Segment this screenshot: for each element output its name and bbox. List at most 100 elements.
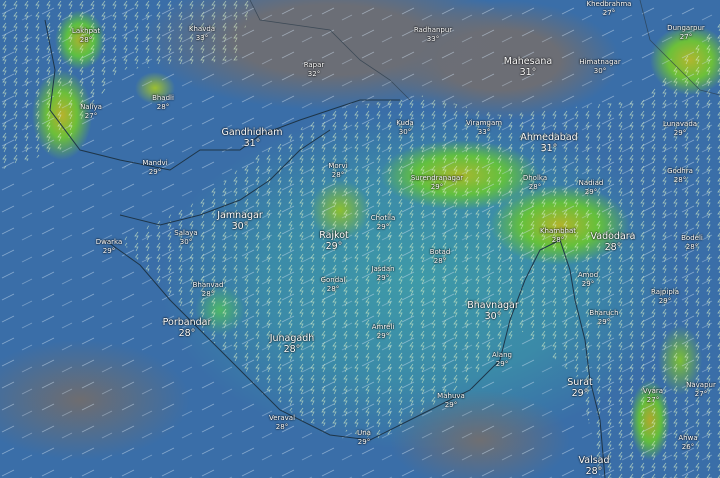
city-name: Bhanvad <box>192 281 224 289</box>
city-label[interactable]: Veraval 28° <box>269 414 295 432</box>
city-temperature: 27° <box>679 33 693 41</box>
city-temperature: 28° <box>79 36 93 44</box>
city-temperature: 29° <box>581 280 595 288</box>
city-temperature: 29° <box>325 241 343 252</box>
city-label[interactable]: Naliya 27° <box>80 103 102 121</box>
city-label[interactable]: Ahwa 26° <box>678 434 697 452</box>
city-temperature: 33° <box>195 34 209 42</box>
city-temperature: 28° <box>331 171 345 179</box>
city-temperature: 29° <box>430 183 444 191</box>
city-name: Dungarpur <box>667 24 705 32</box>
city-label[interactable]: Mandvi 29° <box>142 159 167 177</box>
city-label[interactable]: Bharuch 29° <box>589 309 618 327</box>
city-name: Rajpipla <box>650 288 680 296</box>
city-name: Mahesana <box>503 56 553 67</box>
city-label[interactable]: Jamnagar 30° <box>217 210 262 232</box>
city-name: Porbandar <box>162 317 212 328</box>
city-label[interactable]: Porbandar 28° <box>163 317 212 339</box>
city-label[interactable]: Amreli 29° <box>372 323 395 341</box>
city-label[interactable]: Amod 29° <box>578 271 598 289</box>
city-name: Valsad <box>578 455 610 466</box>
city-label[interactable]: Khavda 33° <box>189 25 215 43</box>
city-temperature: 32° <box>307 70 321 78</box>
city-temperature: 28° <box>685 243 699 251</box>
city-name: Bhavnagar <box>467 300 519 311</box>
city-name: Amreli <box>371 323 395 331</box>
city-temperature: 29° <box>102 247 116 255</box>
city-label[interactable]: Viramgam 33° <box>466 119 502 137</box>
city-label[interactable]: Nadiad 29° <box>579 179 604 197</box>
city-label[interactable]: Rajkot 29° <box>319 230 349 252</box>
city-label[interactable]: Khedbrahma 27° <box>587 0 632 18</box>
city-label[interactable]: Navapur 27° <box>686 381 716 399</box>
city-label[interactable]: Mahuva 29° <box>437 392 465 410</box>
city-label[interactable]: Bhadli 28° <box>152 94 174 112</box>
city-temperature: 29° <box>376 332 390 340</box>
city-label[interactable]: Rajpipla 29° <box>651 288 679 306</box>
city-name: Gondal <box>320 276 346 284</box>
city-label[interactable]: Mahesana 31° <box>504 56 553 78</box>
city-label[interactable]: Gondal 28° <box>321 276 346 294</box>
city-name: Ahmedabad <box>520 132 578 143</box>
city-name: Godhra <box>667 167 693 175</box>
city-temperature: 29° <box>148 168 162 176</box>
city-label[interactable]: Surat 29° <box>567 377 593 399</box>
city-temperature: 28° <box>156 103 170 111</box>
city-temperature: 31° <box>519 67 537 78</box>
city-label[interactable]: Khambhat 28° <box>540 227 576 245</box>
city-name: Vyara <box>642 387 664 395</box>
city-label[interactable]: Bhanvad 28° <box>193 281 224 299</box>
city-name: Dwarka <box>95 238 123 246</box>
city-label[interactable]: Chotila 29° <box>371 214 396 232</box>
city-label[interactable]: Dholka 28° <box>523 174 547 192</box>
city-name: Chotila <box>370 214 396 222</box>
city-temperature: 31° <box>243 138 261 149</box>
city-label[interactable]: Lunavada 29° <box>663 120 697 138</box>
city-temperature: 33° <box>477 128 491 136</box>
city-label[interactable]: Jasdan 29° <box>371 265 394 283</box>
city-temperature: 30° <box>398 128 412 136</box>
city-temperature: 27° <box>646 396 660 404</box>
city-label[interactable]: Lakhpat 28° <box>72 27 100 45</box>
city-name: Rapar <box>303 61 325 69</box>
city-label[interactable]: Junagadh 28° <box>270 333 315 355</box>
city-name: Surendranagar <box>410 174 464 182</box>
city-name: Amod <box>577 271 599 279</box>
city-label[interactable]: Ahmedabad 31° <box>520 132 577 154</box>
city-label[interactable]: Kuda 30° <box>396 119 413 137</box>
city-temperature: 29° <box>584 188 598 196</box>
city-name: Naliya <box>80 103 102 111</box>
city-label[interactable]: Botad 28° <box>430 248 451 266</box>
city-temperature: 29° <box>495 360 509 368</box>
city-label[interactable]: Dwarka 29° <box>96 238 123 256</box>
city-label[interactable]: Radhanpur 33° <box>414 26 452 44</box>
city-name: Alang <box>492 351 512 359</box>
city-label[interactable]: Valsad 28° <box>578 455 609 477</box>
city-label[interactable]: Rapar 32° <box>304 61 325 79</box>
city-label[interactable]: Morvi 28° <box>328 162 347 180</box>
city-label[interactable]: Himatnagar 30° <box>579 58 620 76</box>
city-temperature: 28° <box>283 344 301 355</box>
city-label[interactable]: Godhra 28° <box>667 167 693 185</box>
city-label[interactable]: Salaya 30° <box>174 229 197 247</box>
city-label[interactable]: Vadodara 28° <box>590 231 635 253</box>
city-label[interactable]: Bodeli 28° <box>681 234 703 252</box>
city-label[interactable]: Gandhidham 31° <box>221 127 282 149</box>
city-label[interactable]: Bhavnagar 30° <box>467 300 519 322</box>
city-label[interactable]: Una 29° <box>357 429 371 447</box>
city-name: Nadiad <box>578 179 604 187</box>
city-name: Jasdan <box>371 265 395 273</box>
city-temperature: 28° <box>326 285 340 293</box>
city-temperature: 29° <box>444 401 458 409</box>
city-temperature: 26° <box>681 443 695 451</box>
city-label[interactable]: Alang 29° <box>492 351 512 369</box>
city-temperature: 28° <box>275 423 289 431</box>
city-label[interactable]: Vyara 27° <box>643 387 663 405</box>
city-label[interactable]: Surendranagar 29° <box>411 174 463 192</box>
city-label[interactable]: Dungarpur 27° <box>667 24 705 42</box>
coastline <box>44 19 606 478</box>
city-temperature: 30° <box>231 221 249 232</box>
city-name: Bharuch <box>589 309 619 317</box>
city-temperature: 30° <box>484 311 502 322</box>
